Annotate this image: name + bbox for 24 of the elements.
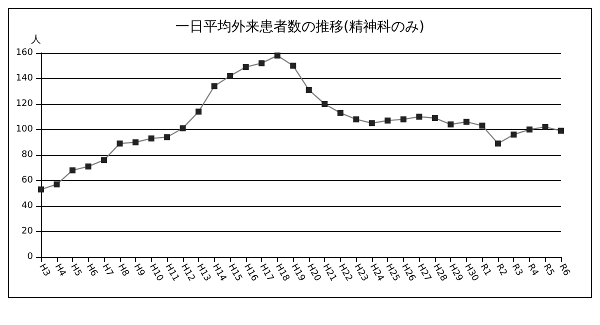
x-tick-label: H3 [36,262,52,278]
x-tick-label: R5 [540,262,556,278]
y-tick-label: 160 [16,48,34,58]
x-tick-label: R4 [525,262,540,278]
x-tick-label: H8 [115,262,130,279]
x-tick-label: R2 [494,262,508,278]
y-tick-label: 80 [22,150,34,160]
chart-title: 一日平均外来患者数の推移(精神科のみ) [176,19,424,35]
x-tick-label: R3 [509,262,524,278]
x-tick-label: R1 [478,262,493,278]
y-tick-label: 40 [22,201,34,211]
x-tick-label: H6 [84,262,99,279]
y-tick-label: 20 [22,226,34,236]
y-tick-label: 120 [16,99,34,109]
x-tick-label: H7 [100,262,115,278]
x-tick-label: H5 [68,262,84,278]
x-tick-label: H4 [52,262,68,279]
y-tick-label: 0 [27,252,34,262]
x-tick-label: R6 [556,262,572,278]
y-axis-title: 人 [31,34,41,46]
y-tick-label: 60 [22,176,34,186]
y-tick-label: 140 [16,74,34,84]
y-tick-label: 100 [16,124,34,134]
x-tick-label: H9 [131,262,146,279]
